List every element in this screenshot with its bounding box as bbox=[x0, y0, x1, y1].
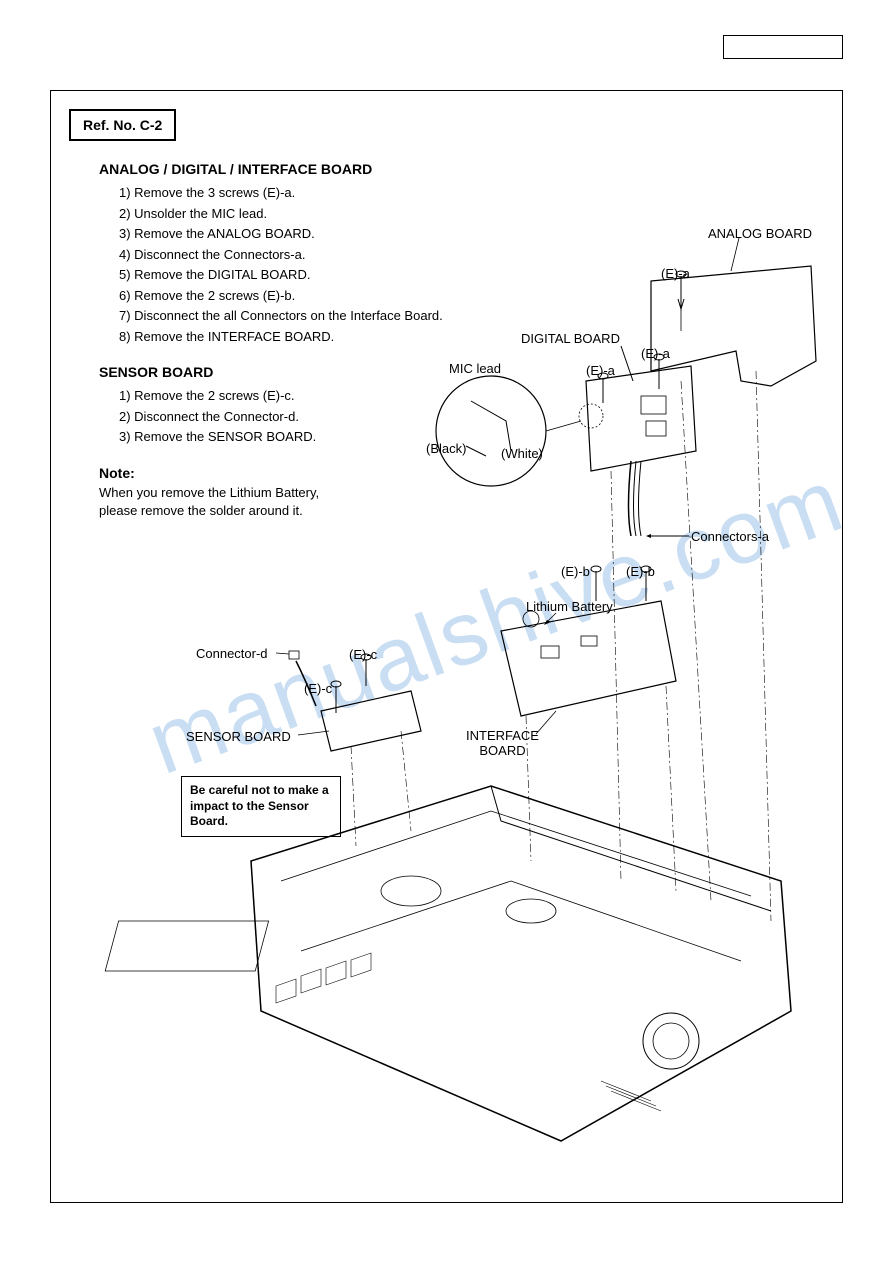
top-empty-box bbox=[723, 35, 843, 59]
technical-diagram bbox=[51, 91, 841, 1191]
main-document-frame: Ref. No. C-2 ANALOG / DIGITAL / INTERFAC… bbox=[50, 90, 843, 1203]
